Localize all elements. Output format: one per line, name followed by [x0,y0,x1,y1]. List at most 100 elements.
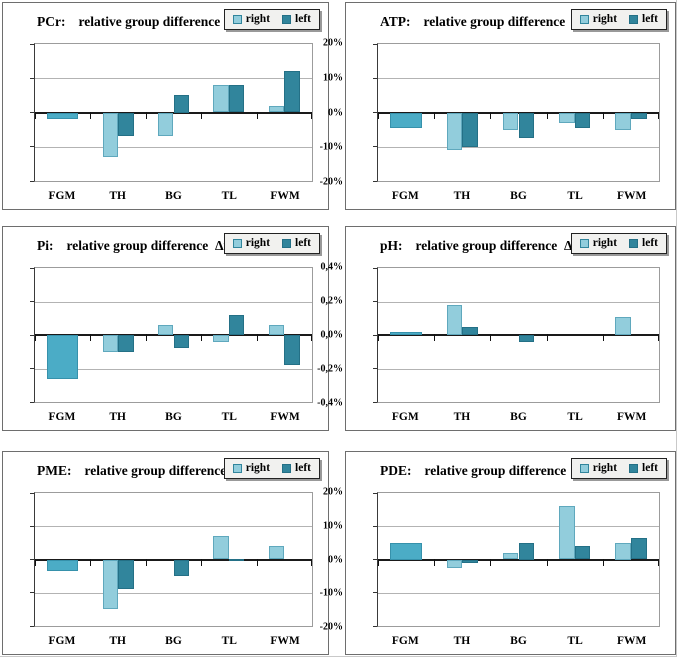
category-tick [490,334,492,341]
category-tick [658,111,659,119]
chart-title-text: relative group difference Δmf [415,238,589,253]
legend-item-left: left [282,13,311,25]
bar-right-FWM [615,316,631,335]
legend-label-left: left [642,462,658,474]
y-tick-label: 20% [323,37,343,49]
chart-title-prefix: ATP: [380,14,411,29]
gridline [378,78,659,80]
category-tick [490,558,492,566]
x-category-label: TH [453,635,471,647]
right-series-swatch-icon [232,14,242,24]
category-tick [434,334,436,341]
x-category-label: FGM [48,411,76,423]
chart-panel-pde: PDE: relative group difference Δmf right… [320,451,676,655]
category-tick [658,558,659,566]
legend-label-right: right [592,237,618,249]
left-series-swatch-icon [282,238,292,248]
legend-item-left: left [629,13,658,25]
y-axis-tick [30,267,34,269]
bar-left-FWM [630,537,647,560]
category-tick [201,558,203,566]
legend-item-left: left [629,237,658,249]
legend-item-right: right [232,237,271,249]
chart-panel-pcr: PCr: relative group difference Δmf right… [2,2,329,210]
y-tick-label: 0,2% [320,295,344,307]
category-tick [35,334,36,341]
category-tick [378,334,379,341]
legend-label-right: right [245,237,271,249]
legend-item-right: right [579,13,617,25]
bar-left-TL [574,112,591,128]
y-tick-label: -10% [319,141,343,153]
category-tick [90,334,92,341]
right-series-swatch-icon [579,463,589,473]
right-series-swatch-icon [579,14,589,24]
y-axis-tick [30,368,34,369]
y-tick-label: 10% [323,72,343,84]
category-tick [311,558,312,566]
bar-right-TH [102,112,119,158]
category-tick [546,334,548,341]
y-tick-label: -20% [319,621,343,633]
y-axis-tick [373,592,377,594]
bar-left-BG [518,112,535,139]
bar-right-FWM [268,105,285,113]
y-axis-tick [30,401,34,403]
bar-left-TL [228,558,245,561]
bar-left-FWM [284,335,300,366]
y-tick-label: 0% [328,554,343,565]
category-tick [90,111,92,119]
bar-left-TL [574,546,591,560]
legend-label-left: left [295,13,311,25]
left-series-swatch-icon [629,238,639,248]
category-tick [256,111,258,119]
y-tick-label: 0,4% [320,261,344,273]
x-category-label: TL [567,411,583,423]
y-axis-tick [373,525,377,527]
x-category-label: TL [567,635,583,647]
bar-right-BG [502,552,519,560]
bar-right-BG [502,112,519,130]
legend: right left [570,458,667,479]
y-axis-tick [30,112,34,113]
legend-item-right: right [579,462,618,474]
y-axis-tick [30,625,34,627]
category-tick [256,558,258,566]
bar-left-TH [118,112,134,137]
y-axis-tick [373,267,377,269]
y-axis-tick [30,492,34,494]
gridline [378,146,659,148]
bar-merged-FGM [390,332,422,335]
legend: right left [223,9,320,30]
y-tick-label: -0,4% [317,397,343,409]
chart-title: PDE: relative group difference Δmf [380,463,597,479]
y-axis-tick [30,146,34,148]
bar-right-TH [102,559,119,610]
y-axis-tick [30,559,34,560]
plot-area [373,43,660,182]
y-axis-tick [373,401,377,403]
y-axis-tick [373,180,377,182]
gridline [378,368,659,370]
legend-label-right: right [592,462,618,474]
y-axis-tick [373,625,377,627]
bar-merged-FGM [390,112,422,128]
legend-item-right: right [232,462,270,474]
bar-right-FWM [268,324,285,335]
bar-right-TH [446,304,463,335]
y-axis-tick [30,301,34,302]
y-axis-tick [373,146,377,148]
bar-right-TH [446,112,463,151]
legend-label-left: left [642,237,658,249]
y-axis-tick [30,180,34,182]
x-category-label: FWM [270,411,300,423]
x-category-label: TL [221,411,237,423]
chart-title: Pi: relative group difference Δmf [37,238,239,254]
legend: right left [570,233,667,254]
category-tick [145,334,147,341]
bar-merged-FGM [47,559,79,572]
bar-right-FWM [268,546,285,560]
chart-title: ATP: relative group difference Δmf [380,14,596,30]
legend-label-left: left [295,237,311,249]
chart-title-prefix: PCr: [37,14,66,29]
